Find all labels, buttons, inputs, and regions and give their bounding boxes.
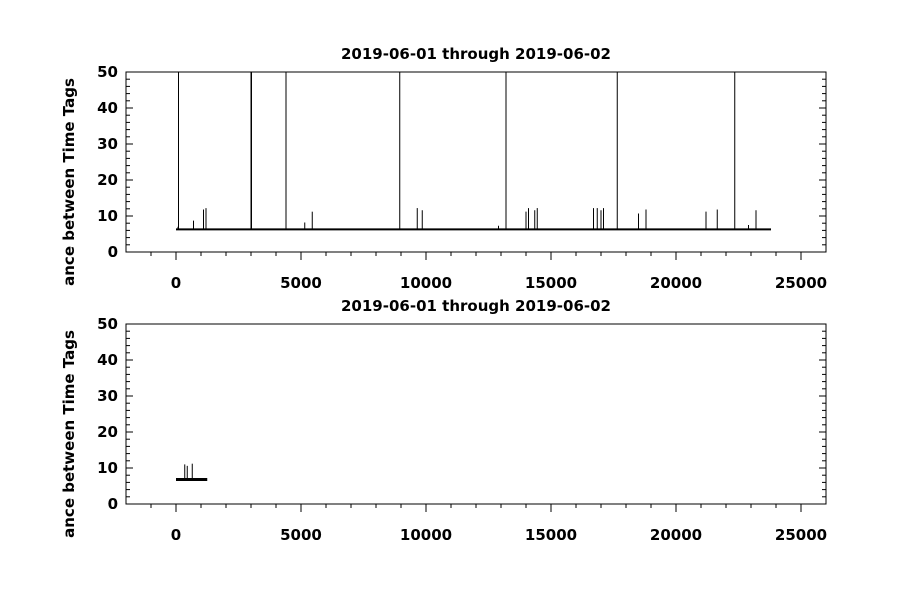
chart-title: 2019-06-01 through 2019-06-02 xyxy=(341,297,611,315)
y-tick-label: 0 xyxy=(108,495,118,513)
x-tick-label: 0 xyxy=(171,526,181,544)
x-tick-label: 10000 xyxy=(400,526,452,544)
y-tick-label: 20 xyxy=(97,171,118,189)
x-tick-label: 20000 xyxy=(650,526,702,544)
x-ticks: 0 5000 10000 15000 20000 25000 xyxy=(150,252,827,292)
x-tick-label: 25000 xyxy=(775,274,827,292)
y-ticks: 0 10 20 30 40 50 xyxy=(97,63,826,261)
y-tick-label: 30 xyxy=(97,387,118,405)
x-tick-label: 20000 xyxy=(650,274,702,292)
y-tick-label: 40 xyxy=(97,351,118,369)
y-tick-label: 10 xyxy=(97,207,118,225)
y-tick-label: 30 xyxy=(97,135,118,153)
y-ticks: 0 10 20 30 40 50 xyxy=(97,315,826,513)
x-tick-label: 15000 xyxy=(525,526,577,544)
x-tick-label: 0 xyxy=(171,274,181,292)
y-tick-label: 20 xyxy=(97,423,118,441)
data-series xyxy=(176,72,771,231)
y-axis-label: ance between Time Tags xyxy=(60,78,78,286)
x-tick-label: 10000 xyxy=(400,274,452,292)
x-tick-label: 15000 xyxy=(525,274,577,292)
y-tick-label: 40 xyxy=(97,99,118,117)
y-tick-label: 50 xyxy=(97,315,118,333)
y-axis-label: ance between Time Tags xyxy=(60,330,78,538)
data-series xyxy=(176,463,208,482)
plot-area xyxy=(125,323,827,505)
chart-panel-bottom: 2019-06-01 through 2019-06-02 ance betwe… xyxy=(60,297,827,544)
y-tick-label: 50 xyxy=(97,63,118,81)
x-tick-label: 25000 xyxy=(775,526,827,544)
x-tick-label: 5000 xyxy=(280,274,322,292)
y-tick-label: 10 xyxy=(97,459,118,477)
x-tick-label: 5000 xyxy=(280,526,322,544)
plot-area xyxy=(125,71,827,253)
chart-title: 2019-06-01 through 2019-06-02 xyxy=(341,45,611,63)
y-tick-label: 0 xyxy=(108,243,118,261)
x-ticks: 0 5000 10000 15000 20000 25000 xyxy=(150,504,827,544)
chart-panel-top: 2019-06-01 through 2019-06-02 ance betwe… xyxy=(60,45,827,292)
